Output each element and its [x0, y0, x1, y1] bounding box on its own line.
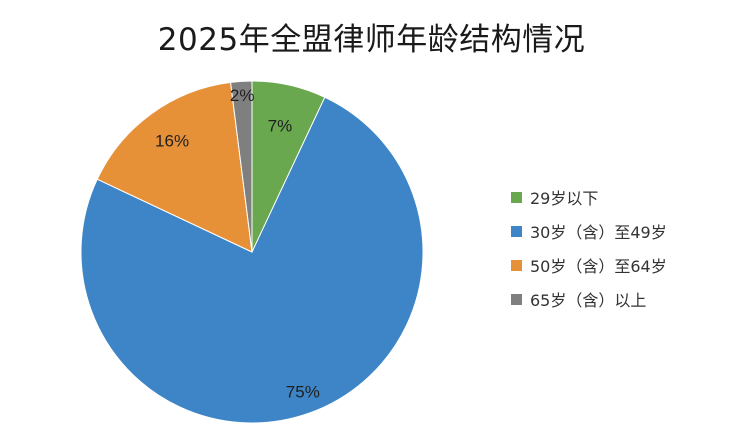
- legend: 29岁以下 30岁（含）至49岁 50岁（含）至64岁 65岁（含）以上: [511, 180, 736, 316]
- legend-label-2: 50岁（含）至64岁: [530, 257, 667, 276]
- legend-label-3: 65岁（含）以上: [530, 291, 647, 310]
- chart-title: 2025年全盟律师年龄结构情况: [157, 22, 586, 58]
- pie-slice-1: [80, 96, 424, 424]
- legend-item-2: 50岁（含）至64岁: [511, 248, 736, 282]
- legend-item-3: 65岁（含）以上: [511, 282, 736, 316]
- legend-item-0: 29岁以下: [511, 180, 736, 214]
- pie-slice-3: [230, 80, 253, 253]
- pie-slice-2: [96, 81, 253, 253]
- legend-label-0: 29岁以下: [530, 189, 599, 208]
- legend-swatch-1: [511, 225, 522, 237]
- data-label-3: 2%: [230, 86, 255, 105]
- legend-swatch-3: [511, 293, 522, 305]
- legend-swatch-2: [511, 259, 522, 271]
- data-label-0: 7%: [268, 117, 293, 136]
- legend-swatch-0: [511, 191, 522, 203]
- pie-data-labels: 7% 75% 16% 2%: [155, 86, 320, 402]
- legend-label-1: 30岁（含）至49岁: [530, 223, 667, 242]
- legend-item-1: 30岁（含）至49岁: [511, 214, 736, 248]
- data-label-1: 75%: [286, 383, 320, 402]
- pie-slices: [80, 80, 424, 424]
- data-label-2: 16%: [155, 131, 189, 150]
